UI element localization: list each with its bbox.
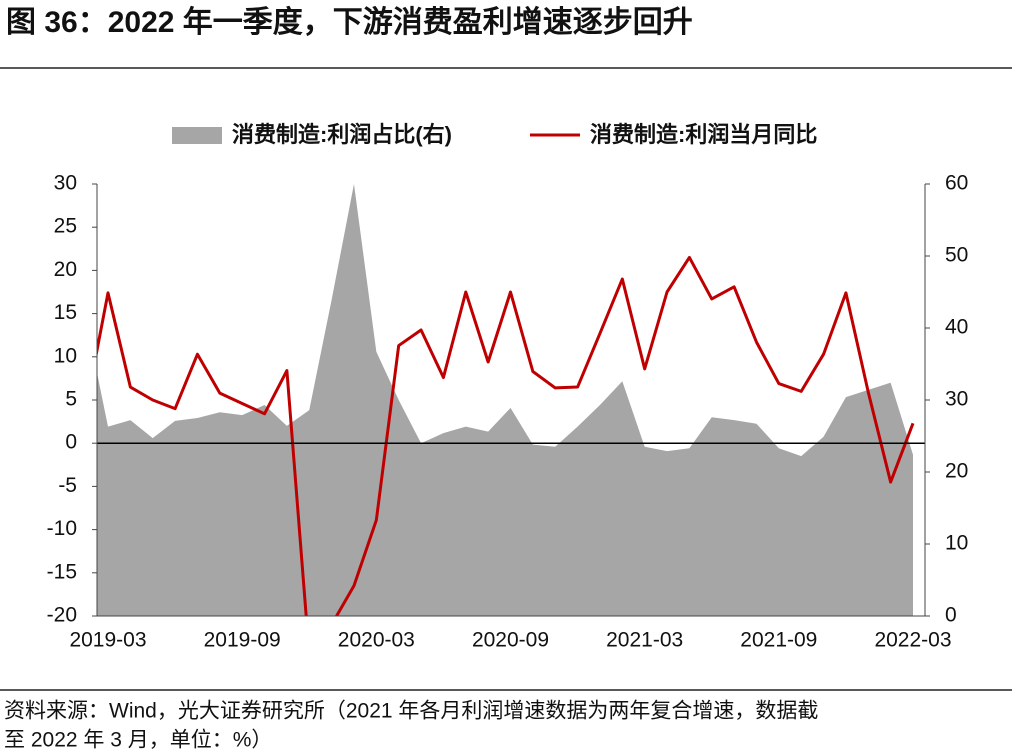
y-tick-label: 25 bbox=[54, 215, 77, 238]
y-tick-label: -10 bbox=[47, 517, 77, 540]
x-tick-label: 2021-09 bbox=[740, 629, 817, 652]
legend-swatch bbox=[172, 127, 222, 144]
plot-area bbox=[97, 184, 915, 616]
source-text: 至 2022 年 3 月，单位：%） bbox=[4, 729, 272, 752]
y-tick-label: -5 bbox=[58, 474, 77, 497]
x-tick-label: 2019-09 bbox=[204, 629, 281, 652]
x-tick-label: 2022-03 bbox=[874, 629, 951, 652]
source-text: 资料来源：Wind，光大证券研究所（2021 年各月利润增速数据为两年复合增速，… bbox=[4, 700, 818, 723]
x-tick-label: 2020-09 bbox=[472, 629, 549, 652]
y-tick-label: 0 bbox=[65, 431, 77, 454]
x-tick-label: 2019-03 bbox=[69, 629, 146, 652]
y-tick-label: -20 bbox=[47, 604, 77, 627]
y-tick-label: -15 bbox=[47, 560, 77, 583]
y2-tick-label: 10 bbox=[945, 532, 968, 555]
y-tick-label: 15 bbox=[54, 301, 77, 324]
legend-label: 消费制造:利润当月同比 bbox=[590, 122, 817, 147]
y-tick-label: 20 bbox=[54, 258, 77, 281]
y-tick-label: 5 bbox=[65, 388, 77, 411]
area bbox=[97, 184, 913, 616]
x-tick-label: 2021-03 bbox=[606, 629, 683, 652]
chart-title: 图 36：2022 年一季度，下游消费盈利增速逐步回升 bbox=[6, 6, 693, 39]
y2-tick-label: 40 bbox=[945, 316, 968, 339]
x-tick-label: 2020-03 bbox=[338, 629, 415, 652]
y2-tick-label: 20 bbox=[945, 460, 968, 483]
y2-tick-label: 30 bbox=[945, 388, 968, 411]
y-tick-label: 10 bbox=[54, 344, 77, 367]
y2-tick-label: 50 bbox=[945, 244, 968, 267]
legend-label: 消费制造:利润占比(右) bbox=[232, 122, 452, 147]
y2-tick-label: 0 bbox=[945, 604, 957, 627]
line bbox=[97, 255, 915, 616]
y2-tick-label: 60 bbox=[945, 172, 968, 195]
y-tick-label: 30 bbox=[54, 172, 77, 195]
